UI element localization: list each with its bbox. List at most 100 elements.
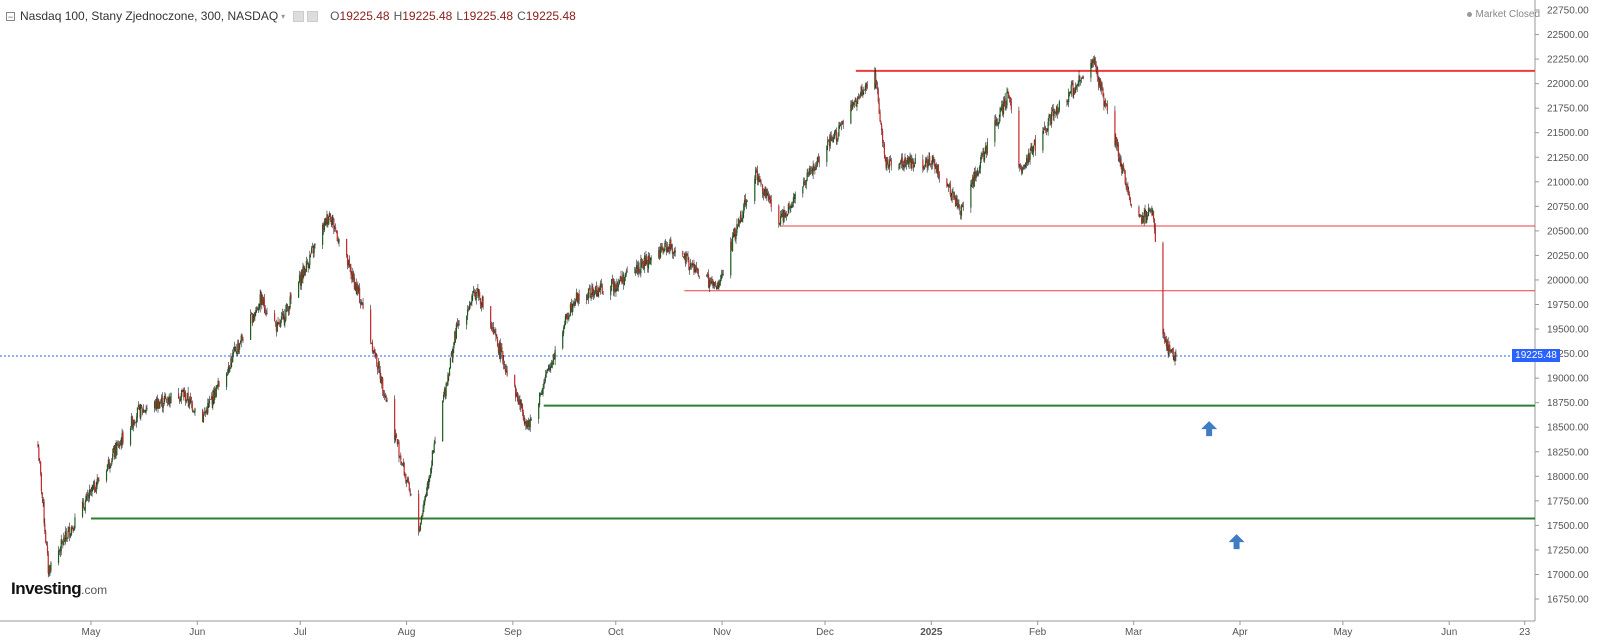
candle-down bbox=[1127, 186, 1129, 191]
candle-up bbox=[900, 158, 903, 164]
candle-down bbox=[985, 145, 987, 155]
candle-down bbox=[201, 409, 204, 422]
candle-down bbox=[451, 351, 453, 358]
candle-up bbox=[694, 269, 696, 272]
candle-up bbox=[683, 253, 686, 259]
candle-up bbox=[1080, 78, 1083, 80]
candle-up bbox=[1146, 216, 1148, 223]
candle-up bbox=[134, 422, 136, 424]
candle-down bbox=[934, 163, 936, 170]
candle-up bbox=[613, 284, 615, 292]
candle-up bbox=[611, 279, 614, 281]
hide-icon[interactable] bbox=[307, 10, 319, 22]
candle-down bbox=[359, 287, 361, 303]
candle-down bbox=[573, 302, 575, 306]
candle-up bbox=[888, 160, 891, 168]
candle-up bbox=[982, 151, 984, 155]
candle-up bbox=[1029, 152, 1031, 161]
candle-down bbox=[887, 158, 889, 164]
ohlc-open-key: O bbox=[330, 9, 340, 23]
candle-up bbox=[767, 192, 769, 194]
candle-down bbox=[910, 158, 912, 168]
candle-down bbox=[933, 159, 935, 164]
candle-down bbox=[902, 164, 904, 167]
candle-up bbox=[925, 158, 927, 160]
candle-up bbox=[721, 273, 723, 275]
candle-up bbox=[136, 407, 139, 418]
arrow-up-icon[interactable] bbox=[1228, 534, 1245, 550]
candle-down bbox=[709, 279, 711, 284]
candle-up bbox=[503, 364, 506, 366]
candle-down bbox=[881, 124, 883, 131]
candle-up bbox=[95, 485, 97, 493]
candle-down bbox=[1173, 355, 1175, 362]
candle-up bbox=[527, 420, 530, 427]
candle-up bbox=[889, 159, 891, 161]
candle-down bbox=[601, 284, 603, 294]
candle-down bbox=[382, 378, 384, 392]
candle-up bbox=[1047, 121, 1049, 131]
candle-up bbox=[954, 196, 956, 199]
arrow-up-icon[interactable] bbox=[1201, 421, 1218, 437]
candle-up bbox=[1122, 165, 1124, 174]
candle-down bbox=[118, 443, 120, 448]
candle-up bbox=[973, 172, 975, 187]
candle-up bbox=[574, 301, 576, 305]
candle-down bbox=[497, 346, 500, 353]
candle-up bbox=[815, 164, 817, 169]
candle-up bbox=[640, 259, 642, 274]
candle-down bbox=[938, 173, 940, 179]
candles bbox=[37, 55, 1177, 578]
candle-up bbox=[1002, 101, 1005, 115]
candle-up bbox=[624, 273, 626, 278]
candle-down bbox=[1045, 129, 1047, 132]
candle-down bbox=[1114, 110, 1116, 145]
candle-down bbox=[595, 285, 597, 294]
candle-down bbox=[1072, 82, 1074, 96]
candle-up bbox=[236, 352, 238, 354]
candle-down bbox=[169, 396, 171, 404]
settings-icon[interactable] bbox=[293, 10, 305, 22]
candle-up bbox=[1046, 129, 1048, 131]
candle-up bbox=[647, 255, 650, 269]
candle-up bbox=[622, 274, 624, 281]
candle-up bbox=[250, 314, 252, 340]
candle-down bbox=[250, 312, 253, 315]
candle-down bbox=[566, 314, 568, 319]
candle-down bbox=[400, 461, 403, 464]
y-axis: 16750.00 17000.00 17250.00 17500.00 17750.00… bbox=[1535, 6, 1589, 606]
candle-down bbox=[778, 205, 780, 224]
candle-down bbox=[734, 228, 736, 240]
candle-down bbox=[598, 287, 600, 293]
candle-up bbox=[664, 242, 666, 251]
candle-up bbox=[426, 483, 428, 491]
candle-down bbox=[1165, 339, 1167, 347]
candle-up bbox=[289, 296, 291, 308]
candle-down bbox=[348, 258, 350, 265]
candle-up bbox=[116, 445, 118, 455]
candle-up bbox=[81, 501, 84, 517]
chevron-down-icon[interactable]: ▾ bbox=[281, 11, 286, 21]
candle-down bbox=[514, 375, 516, 386]
candle-up bbox=[1068, 92, 1070, 103]
candle-up bbox=[785, 215, 787, 217]
candle-up bbox=[1147, 208, 1150, 217]
collapse-icon[interactable]: − bbox=[6, 11, 15, 22]
candle-down bbox=[329, 214, 331, 221]
candle-down bbox=[1082, 77, 1084, 79]
candle-down bbox=[218, 381, 220, 387]
candle-down bbox=[1141, 217, 1143, 224]
candle-up bbox=[761, 183, 763, 185]
candle-up bbox=[358, 288, 360, 293]
y-tick-label: 20750.00 bbox=[1547, 202, 1589, 213]
candle-up bbox=[472, 291, 474, 296]
candle-down bbox=[662, 248, 664, 253]
candle-down bbox=[403, 462, 405, 476]
candle-down bbox=[712, 279, 714, 286]
candle-down bbox=[1154, 227, 1156, 242]
candle-down bbox=[760, 179, 762, 184]
candle-down bbox=[494, 330, 496, 333]
y-tick-label: 21000.00 bbox=[1547, 177, 1589, 188]
candle-up bbox=[189, 397, 191, 405]
